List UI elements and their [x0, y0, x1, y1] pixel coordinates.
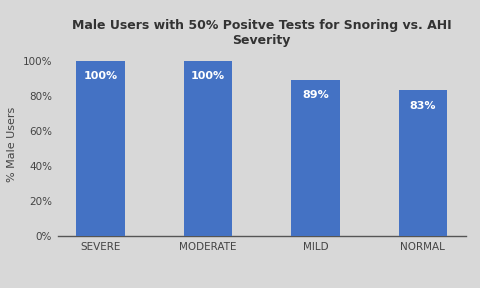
Title: Male Users with 50% Positve Tests for Snoring vs. AHI
Severity: Male Users with 50% Positve Tests for Sn… [72, 18, 451, 46]
Text: 100%: 100% [83, 71, 118, 81]
Y-axis label: % Male Users: % Male Users [7, 106, 17, 182]
Text: 83%: 83% [409, 101, 436, 111]
Bar [76, 60, 124, 236]
Bar [291, 80, 339, 236]
Text: 89%: 89% [302, 90, 329, 101]
Text: 100%: 100% [191, 71, 225, 81]
Bar [399, 90, 447, 236]
Bar [184, 60, 232, 236]
